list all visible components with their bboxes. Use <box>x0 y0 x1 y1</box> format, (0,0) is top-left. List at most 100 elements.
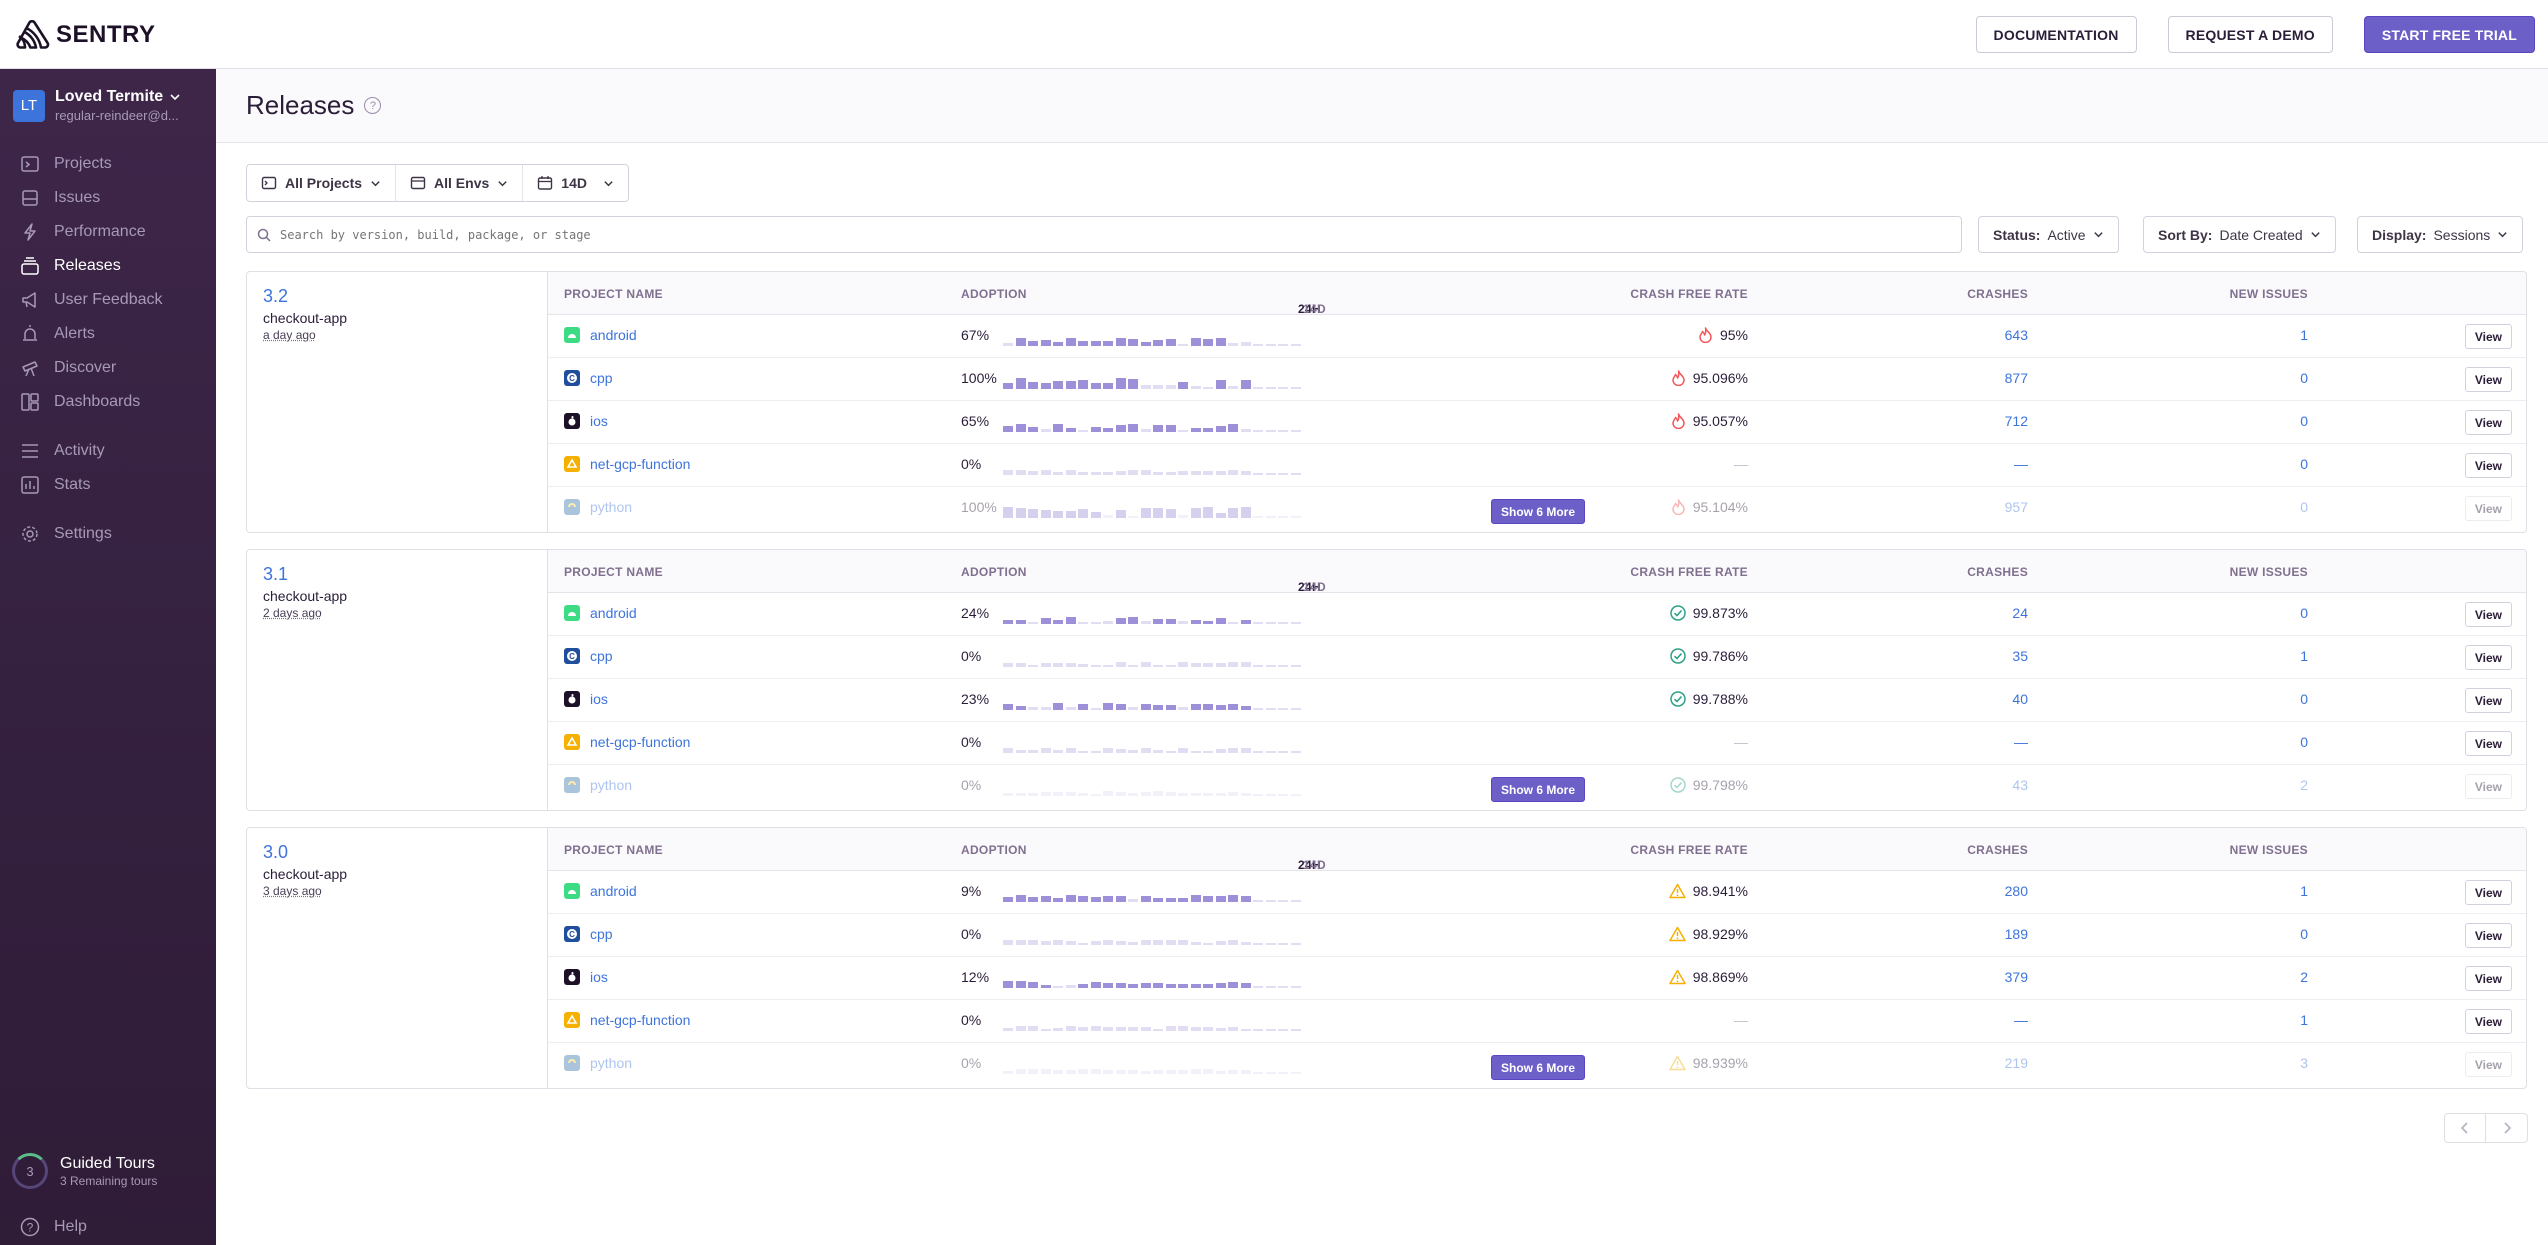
sparkline-bar <box>1178 940 1188 945</box>
crashes-count[interactable]: 43 <box>2012 777 2028 793</box>
period-24h-option[interactable]: 24H <box>1298 580 1321 594</box>
new-issues-count[interactable]: 0 <box>2300 370 2308 386</box>
sidebar-item-settings[interactable]: Settings <box>0 517 216 551</box>
period-24h-option[interactable]: 24H <box>1298 302 1321 316</box>
project-link[interactable]: ios <box>564 969 608 985</box>
release-version-link[interactable]: 3.2 <box>263 286 289 306</box>
new-issues-count[interactable]: 0 <box>2300 456 2308 472</box>
new-issues-count[interactable]: 2 <box>2300 777 2308 793</box>
view-button[interactable]: View <box>2464 367 2512 392</box>
new-issues-count[interactable]: 1 <box>2300 883 2308 899</box>
view-button[interactable]: View <box>2464 688 2512 713</box>
release-search[interactable] <box>246 216 1962 253</box>
view-button[interactable]: View <box>2464 966 2512 991</box>
request-demo-button[interactable]: REQUEST A DEMO <box>2167 16 2333 53</box>
view-button[interactable]: View <box>2464 774 2512 799</box>
view-button[interactable]: View <box>2464 923 2512 948</box>
new-issues-count[interactable]: 0 <box>2300 499 2308 515</box>
guided-tours[interactable]: 3 Guided Tours 3 Remaining tours <box>12 1153 157 1189</box>
sidebar-item-discover[interactable]: Discover <box>0 351 216 385</box>
project-link[interactable]: android <box>564 605 637 621</box>
crashes-count[interactable]: 877 <box>2004 370 2028 386</box>
sort-dropdown[interactable]: Sort By: Date Created <box>2143 216 2336 253</box>
project-link[interactable]: ios <box>564 691 608 707</box>
project-name: python <box>590 777 633 793</box>
project-link[interactable]: android <box>564 883 637 899</box>
crashes-count[interactable]: 24 <box>2012 605 2028 621</box>
project-link[interactable]: python <box>564 1055 632 1071</box>
view-button[interactable]: View <box>2464 496 2512 521</box>
help-link[interactable]: ? Help <box>20 1217 87 1237</box>
crashes-count[interactable]: 712 <box>2004 413 2028 429</box>
new-issues-count[interactable]: 1 <box>2300 648 2308 664</box>
period-14d-option[interactable]: 14D <box>1303 302 1326 316</box>
project-link[interactable]: python <box>564 777 632 793</box>
view-button[interactable]: View <box>2464 602 2512 627</box>
view-button[interactable]: View <box>2464 410 2512 435</box>
show-more-button[interactable]: Show 6 More <box>1491 777 1586 802</box>
sidebar-item-stats[interactable]: Stats <box>0 468 216 502</box>
new-issues-count[interactable]: 0 <box>2300 926 2308 942</box>
environment-filter[interactable]: All Envs <box>396 165 524 201</box>
view-button[interactable]: View <box>2464 645 2512 670</box>
sidebar-item-projects[interactable]: Projects <box>0 147 216 181</box>
next-page-button[interactable] <box>2486 1113 2528 1143</box>
period-14d-option[interactable]: 14D <box>1303 858 1326 872</box>
previous-page-button[interactable] <box>2444 1113 2486 1143</box>
release-version-link[interactable]: 3.1 <box>263 564 289 584</box>
crashes-count[interactable]: 379 <box>2004 969 2028 985</box>
new-issues-count[interactable]: 2 <box>2300 969 2308 985</box>
view-button[interactable]: View <box>2464 1052 2512 1077</box>
crashes-count[interactable]: 219 <box>2004 1055 2028 1071</box>
project-link[interactable]: net-gcp-function <box>564 456 690 472</box>
status-dropdown[interactable]: Status: Active <box>1978 216 2119 253</box>
sidebar-item-issues[interactable]: Issues <box>0 181 216 215</box>
sidebar-item-activity[interactable]: Activity <box>0 434 216 468</box>
project-link[interactable]: python <box>564 499 632 515</box>
view-button[interactable]: View <box>2464 453 2512 478</box>
question-icon[interactable]: ? <box>364 97 382 114</box>
project-link[interactable]: net-gcp-function <box>564 1012 690 1028</box>
documentation-button[interactable]: DOCUMENTATION <box>1975 16 2137 53</box>
project-link[interactable]: net-gcp-function <box>564 734 690 750</box>
view-button[interactable]: View <box>2464 880 2512 905</box>
show-more-button[interactable]: Show 6 More <box>1491 1055 1586 1080</box>
new-issues-count[interactable]: 1 <box>2300 1012 2308 1028</box>
new-issues-count[interactable]: 0 <box>2300 691 2308 707</box>
view-button[interactable]: View <box>2464 731 2512 756</box>
sidebar-item-user-feedback[interactable]: User Feedback <box>0 283 216 317</box>
crashes-count[interactable]: 189 <box>2004 926 2028 942</box>
crashes-count[interactable]: 643 <box>2004 327 2028 343</box>
project-link[interactable]: ios <box>564 413 608 429</box>
project-filter[interactable]: All Projects <box>247 165 397 201</box>
org-switcher[interactable]: LT Loved Termite regular-reindeer@d... <box>13 88 195 123</box>
display-dropdown[interactable]: Display: Sessions <box>2357 216 2524 253</box>
crashes-count[interactable]: 957 <box>2004 499 2028 515</box>
view-button[interactable]: View <box>2464 1009 2512 1034</box>
crashes-count[interactable]: 280 <box>2004 883 2028 899</box>
release-version-link[interactable]: 3.0 <box>263 842 289 862</box>
new-issues-count[interactable]: 0 <box>2300 413 2308 429</box>
new-issues-count[interactable]: 3 <box>2300 1055 2308 1071</box>
view-button[interactable]: View <box>2464 324 2512 349</box>
search-input[interactable] <box>280 227 1880 242</box>
project-link[interactable]: android <box>564 327 637 343</box>
crashes-count[interactable]: 40 <box>2012 691 2028 707</box>
show-more-button[interactable]: Show 6 More <box>1491 499 1586 524</box>
sidebar-item-alerts[interactable]: Alerts <box>0 317 216 351</box>
sidebar-item-performance[interactable]: Performance <box>0 215 216 249</box>
new-issues-count[interactable]: 0 <box>2300 605 2308 621</box>
period-24h-option[interactable]: 24H <box>1298 858 1321 872</box>
start-free-trial-button[interactable]: START FREE TRIAL <box>2363 16 2535 53</box>
new-issues-count[interactable]: 1 <box>2300 327 2308 343</box>
sidebar-item-releases[interactable]: Releases <box>0 249 216 283</box>
sentry-logo[interactable]: SENTRY <box>14 18 155 52</box>
date-filter[interactable]: 14D <box>523 165 628 201</box>
crashes-count[interactable]: 35 <box>2012 648 2028 664</box>
new-issues-count[interactable]: 0 <box>2300 734 2308 750</box>
sidebar-item-dashboards[interactable]: Dashboards <box>0 385 216 419</box>
period-14d-option[interactable]: 14D <box>1303 580 1326 594</box>
